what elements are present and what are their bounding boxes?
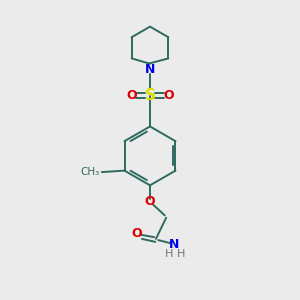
- Text: S: S: [145, 88, 155, 103]
- Text: H: H: [165, 249, 173, 259]
- Text: H: H: [176, 249, 185, 259]
- Text: O: O: [145, 195, 155, 208]
- Text: CH₃: CH₃: [80, 167, 100, 177]
- Text: N: N: [145, 62, 155, 76]
- Text: N: N: [169, 238, 179, 251]
- Text: O: O: [131, 227, 142, 240]
- Text: O: O: [126, 89, 137, 102]
- Text: O: O: [163, 89, 174, 102]
